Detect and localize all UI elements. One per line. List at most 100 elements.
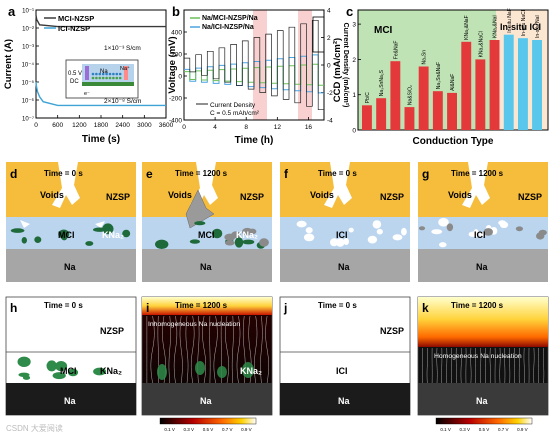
panel-c-ytick-label: 0	[352, 128, 356, 135]
panel-a-xtick-label: 600	[52, 122, 63, 129]
colorbar-tick-label: 0.5 V	[203, 427, 214, 432]
field-line	[480, 347, 482, 384]
e-kna2: KNa₂	[236, 230, 258, 240]
particle	[431, 229, 443, 235]
g-ici: ICI	[474, 230, 486, 240]
panel-b-ytick-label: 400	[171, 30, 182, 37]
particle	[372, 220, 382, 229]
particle	[93, 227, 107, 232]
particle	[330, 238, 339, 247]
colorbar-tick-label: 0.9 V	[241, 427, 252, 432]
h-kna2: KNa₂	[100, 366, 122, 376]
f-na: Na	[338, 262, 350, 272]
panel-a-xtick-label: 1800	[94, 122, 109, 129]
panel-b-legend-current: Current Density	[210, 102, 256, 109]
panel-c-ytick-label: 1	[352, 92, 356, 99]
e-na: Na	[200, 262, 212, 272]
panel-c-bar-label: In-situ NaI	[535, 15, 541, 38]
panel-c-ytick-label: 3	[352, 22, 356, 29]
kna2-particle	[242, 362, 254, 378]
panel-c-bar-label: In-situ NaCl	[521, 10, 527, 36]
panel-a-xtick-label: 0	[34, 122, 38, 129]
particle	[17, 356, 31, 367]
panel-b-annotation: C = 0.5 mAh/cm²	[210, 110, 260, 117]
particle	[367, 235, 378, 244]
particle	[538, 229, 547, 236]
panel-c-group-mci: MCI	[374, 25, 393, 36]
panel-a-legend-mci: MCI-NZSP	[58, 14, 94, 23]
inset-na-plus: Na⁺	[120, 65, 130, 72]
h-nzsp: NZSP	[100, 326, 124, 336]
panel-c-bar	[404, 107, 415, 130]
k-annotation: Homogeneous Na nucleation	[434, 353, 522, 360]
kna2-particle	[195, 361, 205, 375]
panel-c-bar	[532, 40, 542, 130]
panel-c-xlabel: Conduction Type	[413, 136, 494, 147]
particle	[479, 231, 485, 238]
panel-d: d Time = 0 s Voids NZSP MCI KNa₂ Na	[6, 162, 136, 282]
panel-c-bar	[503, 34, 514, 131]
panel-c-ytick-label: 2	[352, 57, 356, 64]
particle	[194, 221, 206, 226]
panel-j: j Time = 0 s NZSP ICI Na	[279, 296, 411, 416]
e-voids: Voids	[168, 190, 192, 200]
field-line	[168, 315, 171, 384]
panel-a-xtick-label: 2400	[115, 122, 130, 129]
particle	[242, 239, 255, 245]
inset-mode: DC	[70, 79, 79, 85]
panel-letter-i: i	[146, 301, 149, 315]
panel-letter-g: g	[422, 167, 429, 181]
panel-c-bar-label: Al&NaF	[450, 74, 456, 91]
particle	[376, 228, 383, 235]
panel-c: c MCI In-situ ICI 0 1 2 3 Pb/C Na₃SnNa₂S Fe&N…	[332, 4, 549, 147]
panel-b-legend-ici: Na/ICI-NZSP/Na	[202, 24, 254, 31]
inset-ion	[115, 72, 119, 76]
particle	[515, 226, 524, 232]
panel-letter-d: d	[10, 167, 17, 181]
panel-a-annotation-mci: 1×10⁻³ S/cm	[104, 45, 141, 52]
field-line	[489, 347, 491, 384]
panel-b-xtick-label: 12	[274, 124, 282, 131]
panel-b-y2tick-label: 2	[327, 35, 331, 42]
inset-electron: e⁻	[84, 91, 90, 97]
field-line	[236, 315, 241, 384]
inset-na: Na	[100, 69, 108, 75]
particle	[58, 229, 70, 239]
panel-h: h Time = 0 s NZSP MCI KNa₂ Na	[5, 296, 137, 416]
field-line	[231, 315, 234, 384]
j-na: Na	[338, 396, 350, 406]
panel-b-series-line-current	[184, 19, 324, 111]
d-time: Time = 0 s	[44, 169, 83, 178]
panel-c-bar-label: Na&SiO₂	[408, 85, 414, 105]
field-line	[225, 315, 229, 384]
particle	[10, 228, 25, 233]
simulation-row: h Time = 0 s NZSP MCI KNa₂ Na i Time = 1…	[5, 296, 549, 432]
panel-b-highlight-box	[312, 16, 325, 53]
i-kna2: KNa₂	[240, 366, 262, 376]
schematic-row: d Time = 0 s Voids NZSP MCI KNa₂ Na e Ti…	[6, 162, 548, 282]
j-ici: ICI	[336, 366, 348, 376]
particle	[439, 242, 447, 248]
panel-b-ytick-label: -400	[169, 118, 182, 125]
panel-letter-k: k	[422, 301, 429, 315]
inset-ion	[115, 76, 119, 80]
watermark: CSDN 大爱阅读	[6, 423, 63, 433]
panel-a-xtick-label: 3600	[159, 122, 174, 129]
panel-b-ytick-label: 0	[178, 74, 182, 81]
panel-a-ytick-label: 10⁻⁷	[22, 116, 34, 123]
particle	[499, 221, 509, 228]
inset-ion	[108, 72, 112, 76]
panel-c-ylabel: CCD (mA/cm²)	[332, 38, 343, 102]
particle	[211, 228, 223, 239]
field-line	[543, 347, 545, 384]
g-na: Na	[476, 262, 488, 272]
particle	[231, 231, 241, 239]
panel-b-y2label: Current Density (mA/cm²)	[342, 23, 349, 108]
field-line	[533, 347, 535, 384]
panel-a-annotation-ici: 2×10⁻⁸ S/cm	[104, 98, 141, 105]
panel-c-bar	[489, 40, 500, 130]
panel-b-xtick-label: 16	[305, 124, 313, 131]
kna2-particle	[217, 366, 227, 378]
panel-b-yticks: -400 -200 0 200 400	[169, 30, 187, 125]
